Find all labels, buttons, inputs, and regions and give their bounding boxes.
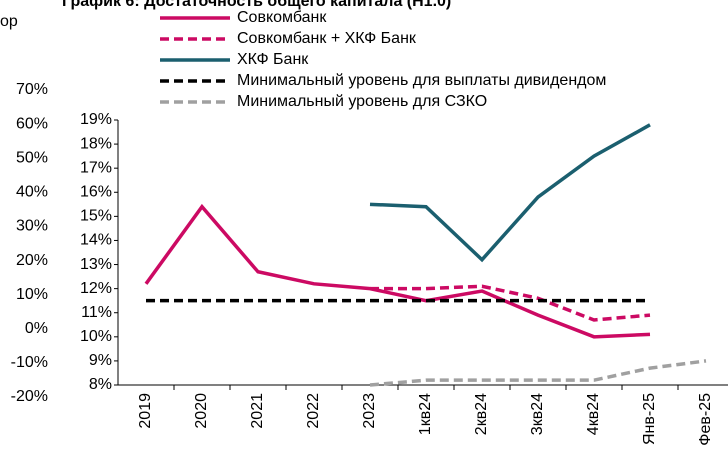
legend-label: Совкомбанк [237, 9, 327, 26]
y-tick-label: 19% [80, 111, 112, 128]
series-line [144, 203, 651, 339]
y-tick-label: 10% [80, 328, 112, 345]
bg-tick-label: 70% [16, 81, 48, 98]
x-tick-label: Фев-25 [697, 393, 714, 446]
bg-tick-label: 10% [16, 286, 48, 303]
x-tick-label: 4кв24 [585, 393, 602, 435]
x-tick-label: 2020 [193, 393, 210, 429]
chart-title: График 6: Достаточность общего капитала … [62, 0, 451, 10]
x-tick-label: 1кв24 [417, 393, 434, 435]
y-tick-label: 12% [80, 280, 112, 297]
x-tick-label: 2021 [249, 393, 266, 429]
y-tick-label: 17% [80, 159, 112, 176]
y-tick-label: 9% [89, 352, 112, 369]
y-tick-label: 18% [80, 135, 112, 152]
legend-label: Минимальный уровень для СЗКО [237, 93, 487, 110]
x-tick-label: 3кв24 [529, 393, 546, 435]
y-tick-label: 14% [80, 232, 112, 249]
x-tick-label: 2кв24 [473, 393, 490, 435]
bg-tick-label: 30% [16, 218, 48, 235]
series-line [369, 359, 707, 387]
x-tick-label: Янв-25 [641, 393, 658, 445]
series-line [370, 284, 651, 322]
bg-tick-label: -20% [11, 388, 48, 405]
bg-tick-label: 0% [25, 320, 48, 337]
y-tick-label: 11% [81, 304, 112, 321]
y-tick-label: 16% [80, 183, 112, 200]
bg-tick-label: 50% [16, 149, 48, 166]
bg-tick-label: -10% [11, 354, 48, 371]
series-line [369, 123, 651, 263]
y-tick-label: 15% [80, 208, 112, 225]
legend-label: Минимальный уровень для выплаты дивиденд… [237, 72, 606, 89]
legend-label: Совкомбанк + ХКФ Банк [237, 30, 417, 47]
fragment-text: ор [0, 13, 18, 30]
y-tick-label: 8% [89, 376, 112, 393]
bg-tick-label: 20% [16, 252, 48, 269]
x-tick-label: 2023 [361, 393, 378, 429]
bg-tick-label: 40% [16, 184, 48, 201]
legend-label: ХКФ Банк [237, 51, 309, 68]
y-tick-label: 13% [80, 256, 112, 273]
x-tick-label: 2022 [305, 393, 322, 429]
bg-tick-label: 60% [16, 115, 48, 132]
x-tick-label: 2019 [137, 393, 154, 429]
